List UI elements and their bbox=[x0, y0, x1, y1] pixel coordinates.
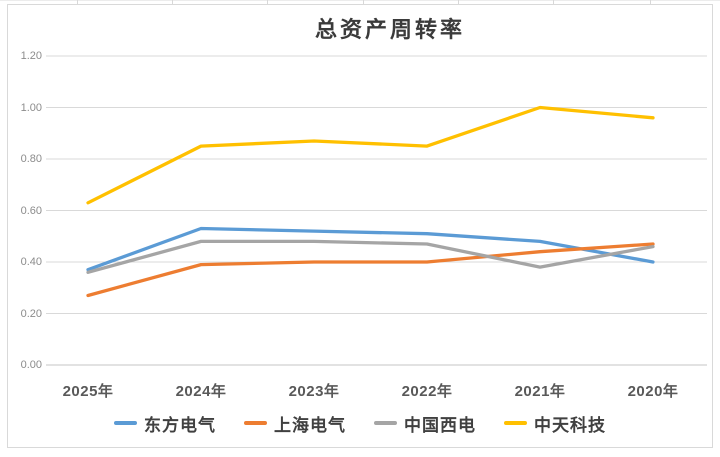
cell-gridline-tick bbox=[458, 0, 459, 5]
legend-label: 东方电气 bbox=[144, 415, 216, 436]
y-tick-label: 1.20 bbox=[20, 50, 42, 62]
legend: 东方电气 上海电气 中国西电 中天科技 bbox=[0, 406, 720, 440]
series-line bbox=[86, 226, 655, 272]
legend-swatch bbox=[244, 421, 267, 425]
legend-item[interactable]: 上海电气 bbox=[244, 411, 346, 436]
y-tick-label: 1.00 bbox=[20, 101, 42, 114]
cell-gridline-tick bbox=[363, 0, 364, 5]
legend-swatch bbox=[504, 421, 527, 425]
legend-swatch bbox=[114, 421, 137, 425]
cell-gridline-tick bbox=[267, 0, 268, 5]
legend-item[interactable]: 中天科技 bbox=[504, 411, 606, 436]
series-line bbox=[86, 239, 655, 274]
y-tick-label: 0.80 bbox=[20, 153, 42, 165]
chart-title: 总资产周转率 bbox=[314, 17, 465, 43]
cell-gridline-tick bbox=[172, 0, 173, 5]
legend-swatch bbox=[374, 421, 397, 425]
legend-item[interactable]: 中国西电 bbox=[374, 411, 476, 436]
legend-label: 上海电气 bbox=[274, 415, 346, 436]
x-axis-label: 2020年 bbox=[627, 383, 679, 400]
x-axis-label: 2021年 bbox=[514, 383, 566, 400]
y-tick-label: 0.40 bbox=[20, 256, 42, 268]
cell-gridline-tick bbox=[77, 0, 78, 5]
cell-gridline-tick bbox=[553, 0, 554, 5]
spreadsheet-row-sliver bbox=[0, 0, 720, 1]
y-tick-label: 0.00 bbox=[20, 359, 42, 371]
series-line bbox=[86, 105, 655, 205]
x-axis-label: 2024年 bbox=[175, 383, 227, 400]
y-tick-label: 0.20 bbox=[20, 307, 42, 320]
x-axis-label: 2025年 bbox=[62, 383, 114, 400]
x-axis-label: 2022年 bbox=[401, 383, 453, 400]
y-tick-label: 0.60 bbox=[20, 204, 42, 217]
legend-item[interactable]: 东方电气 bbox=[114, 411, 216, 436]
legend-label: 中国西电 bbox=[404, 415, 476, 436]
legend-label: 中天科技 bbox=[534, 415, 606, 436]
chart-frame[interactable] bbox=[7, 4, 713, 448]
series-line bbox=[86, 242, 655, 298]
x-axis-label: 2023年 bbox=[288, 383, 340, 400]
cell-gridline-tick bbox=[650, 0, 651, 5]
